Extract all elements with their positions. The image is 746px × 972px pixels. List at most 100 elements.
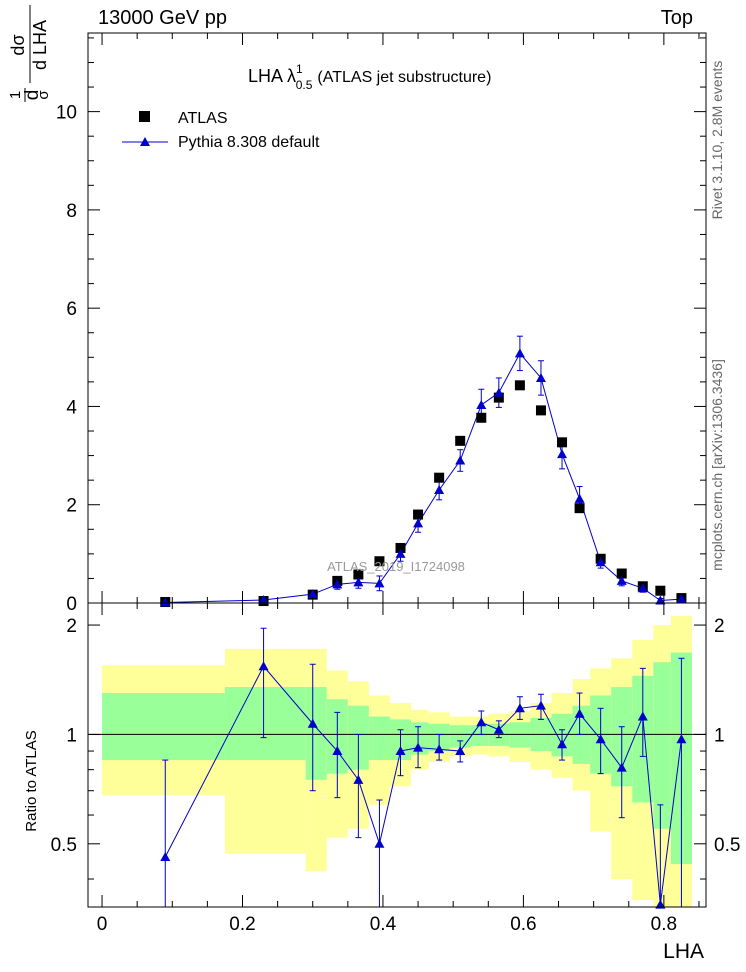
mc-point <box>258 595 269 605</box>
ratio-y-tick-label: 1 <box>66 725 77 746</box>
svg-text:1: 1 <box>7 91 24 99</box>
x-tick-label: 0.8 <box>651 914 677 935</box>
legend-atlas-marker <box>139 111 150 122</box>
ratio-band-inner <box>305 687 327 780</box>
ratio-y-tick-label: 2 <box>66 616 77 637</box>
svg-text:d LHA: d LHA <box>30 20 50 70</box>
main-y-axis-label: d 1 σ dσ d LHA <box>7 5 52 102</box>
atlas-data-point <box>395 542 406 553</box>
ratio-band-inner <box>102 693 225 761</box>
ratio-axes-frame <box>87 602 707 908</box>
atlas-data-point <box>455 435 466 446</box>
main-y-tick-label: 8 <box>66 201 77 222</box>
legend-atlas-label: ATLAS <box>178 110 228 127</box>
ratio-y-tick-label-right: 1 <box>714 725 725 746</box>
ratio-band-inner <box>224 687 306 761</box>
svg-text:σ: σ <box>35 90 52 100</box>
mc-point <box>395 548 406 558</box>
ratio-mc-point <box>353 774 364 784</box>
ratio-y-tick-label-right: 0.5 <box>714 835 740 856</box>
mc-point <box>353 577 364 587</box>
ratio-mc-point <box>655 899 666 909</box>
ratio-band-layer <box>88 615 706 907</box>
rivet-label: Rivet 3.1.10, 2.8M events <box>709 61 725 220</box>
mc-point <box>535 372 546 382</box>
ratio-mc-point <box>395 746 406 756</box>
legend-pythia-marker <box>140 137 150 146</box>
atlas-data-point <box>655 585 666 596</box>
atlas-data-point <box>557 437 568 448</box>
atlas-data-point <box>535 405 546 416</box>
x-tick-label: 0.2 <box>229 914 255 935</box>
ratio-mc-point <box>676 734 687 744</box>
ratio-mc-point <box>574 708 585 718</box>
ratio-mc-point <box>374 838 385 848</box>
ratio-mc-point <box>160 851 171 861</box>
ratio-mc-point <box>434 744 445 754</box>
atlas-data-point <box>374 556 385 567</box>
header-right: Top <box>660 7 693 29</box>
mc-point <box>676 594 687 604</box>
ratio-mc-point <box>535 700 546 710</box>
atlas-data-point <box>574 503 585 514</box>
mcplots-label: mcplots.cern.ch [arXiv:1306.3436] <box>709 359 725 571</box>
ratio-mc-point <box>307 718 318 728</box>
x-tick-label: 0.4 <box>370 914 397 935</box>
ratio-y-axis-label: Ratio to ATLAS <box>23 730 40 831</box>
ratio-mc-point <box>258 661 269 671</box>
legend-pythia-label: Pythia 8.308 default <box>178 134 320 151</box>
svg-text:d: d <box>22 90 43 101</box>
main-y-tick-label: 2 <box>66 496 77 517</box>
mc-point <box>595 557 606 567</box>
atlas-data-point <box>514 380 525 391</box>
ratio-band-inner <box>509 722 531 748</box>
ratio-y-tick-label: 0.5 <box>51 835 77 856</box>
mc-point <box>655 595 666 605</box>
mc-point <box>476 399 487 409</box>
mc-point <box>455 455 466 465</box>
header-left: 13000 GeV pp <box>98 7 227 29</box>
ratio-mc-point <box>595 734 606 744</box>
mc-point <box>434 484 445 494</box>
ratio-mc-point <box>332 746 343 756</box>
main-y-tick-label: 10 <box>56 103 77 124</box>
mc-point <box>514 348 525 358</box>
ratio-mc-point <box>476 717 487 727</box>
main-y-tick-label: 6 <box>66 299 77 320</box>
main-plot-marks <box>160 335 687 608</box>
ratio-band-inner <box>411 722 429 755</box>
main-y-tick-label: 4 <box>66 397 77 418</box>
mc-point <box>637 583 648 593</box>
ratio-mc-point <box>637 711 648 721</box>
main-y-tick-label: 0 <box>66 594 77 615</box>
atlas-data-point <box>353 569 364 580</box>
mc-point <box>493 387 504 397</box>
mc-point <box>332 579 343 589</box>
ratio-band-inner <box>449 725 471 748</box>
mc-point <box>413 518 424 528</box>
atlas-data-point <box>476 412 487 423</box>
ratio-mc-point <box>616 762 627 772</box>
mc-point <box>616 575 627 585</box>
ratio-mc-point <box>493 724 504 734</box>
mc-point <box>557 449 568 459</box>
atlas-data-point <box>493 392 504 403</box>
ratio-band-inner <box>653 662 671 829</box>
atlas-data-point <box>413 509 424 520</box>
analysis-watermark: ATLAS_2019_I1724098 <box>327 559 465 574</box>
mc-point <box>160 597 171 607</box>
ratio-y-tick-label-right: 2 <box>714 616 725 637</box>
atlas-data-point <box>434 472 445 483</box>
ratio-mc-point <box>413 742 424 752</box>
ratio-mc-point <box>557 739 568 749</box>
svg-text:dσ: dσ <box>8 34 28 55</box>
ratio-mc-point <box>514 703 525 713</box>
mc-point <box>374 578 385 588</box>
x-axis-label: LHA <box>663 940 704 963</box>
main-title: LHA λ1 0.5 (ATLAS jet substructure) <box>248 62 491 92</box>
ratio-band-inner <box>470 725 489 746</box>
mc-point <box>574 493 585 503</box>
x-tick-label: 0.6 <box>510 914 536 935</box>
